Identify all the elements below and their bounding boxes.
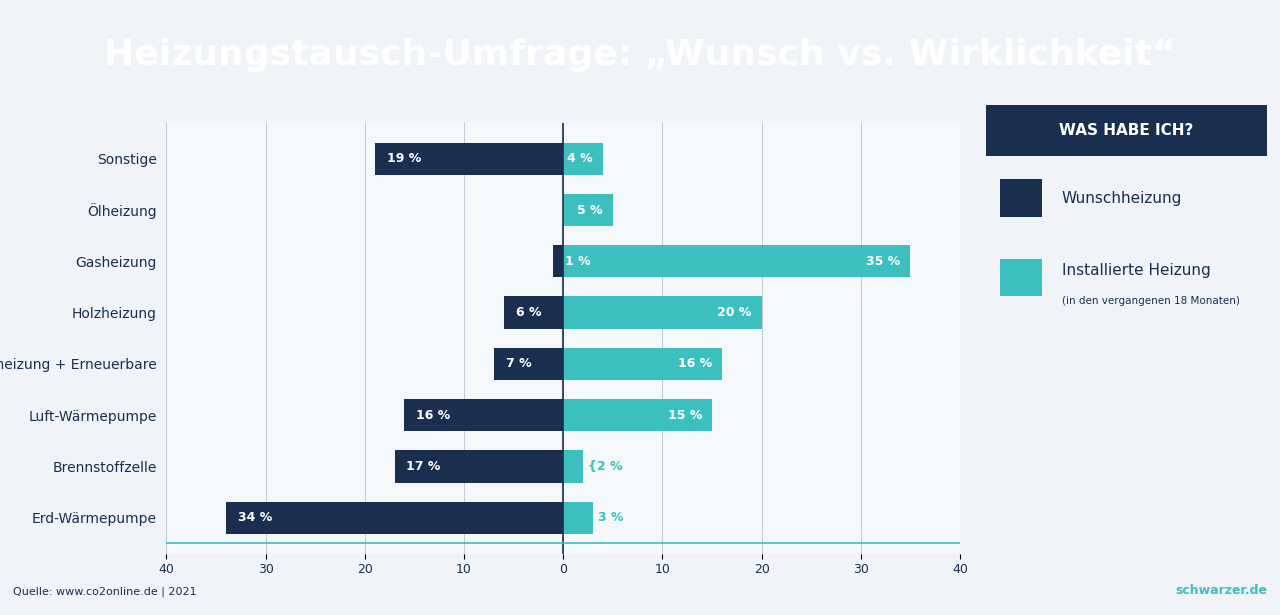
Bar [563,245,910,277]
Text: 34 %: 34 % [238,511,273,524]
Bar [563,450,584,483]
Text: 16 %: 16 % [677,357,712,370]
Bar [494,347,563,380]
Bar [563,296,762,329]
Text: Wunschheizung: Wunschheizung [1061,191,1181,205]
Text: 5 %: 5 % [577,204,603,216]
Text: 15 %: 15 % [668,409,703,422]
FancyBboxPatch shape [1000,180,1042,216]
Text: WAS HABE ICH?: WAS HABE ICH? [1060,123,1193,138]
Bar [225,502,563,534]
Text: 1 %: 1 % [566,255,591,268]
Bar [563,399,712,431]
Text: Heizungstausch-Umfrage: „Wunsch vs. Wirklichkeit“: Heizungstausch-Umfrage: „Wunsch vs. Wirk… [104,38,1176,73]
Text: (in den vergangenen 18 Monaten): (in den vergangenen 18 Monaten) [1061,296,1239,306]
Text: 20 %: 20 % [717,306,751,319]
Text: Installierte Heizung: Installierte Heizung [1061,263,1211,278]
Text: Quelle: www.co2online.de | 2021: Quelle: www.co2online.de | 2021 [13,586,196,597]
Bar [375,143,563,175]
Text: 3 %: 3 % [598,511,623,524]
FancyBboxPatch shape [986,105,1267,156]
Text: 16 %: 16 % [416,409,451,422]
Bar [563,194,613,226]
Text: 35 %: 35 % [867,255,901,268]
Text: 7 %: 7 % [506,357,531,370]
Bar [563,502,593,534]
Text: 19 %: 19 % [387,153,421,165]
FancyBboxPatch shape [1000,259,1042,296]
Bar [504,296,563,329]
Bar [563,143,603,175]
Text: schwarzer.de: schwarzer.de [1175,584,1267,597]
Bar [404,399,563,431]
Bar [563,347,722,380]
Text: 17 %: 17 % [407,460,440,473]
Text: {2 %: {2 % [588,460,622,473]
Text: 6 %: 6 % [516,306,541,319]
Bar [553,245,563,277]
Text: 4 %: 4 % [567,153,593,165]
Bar [394,450,563,483]
